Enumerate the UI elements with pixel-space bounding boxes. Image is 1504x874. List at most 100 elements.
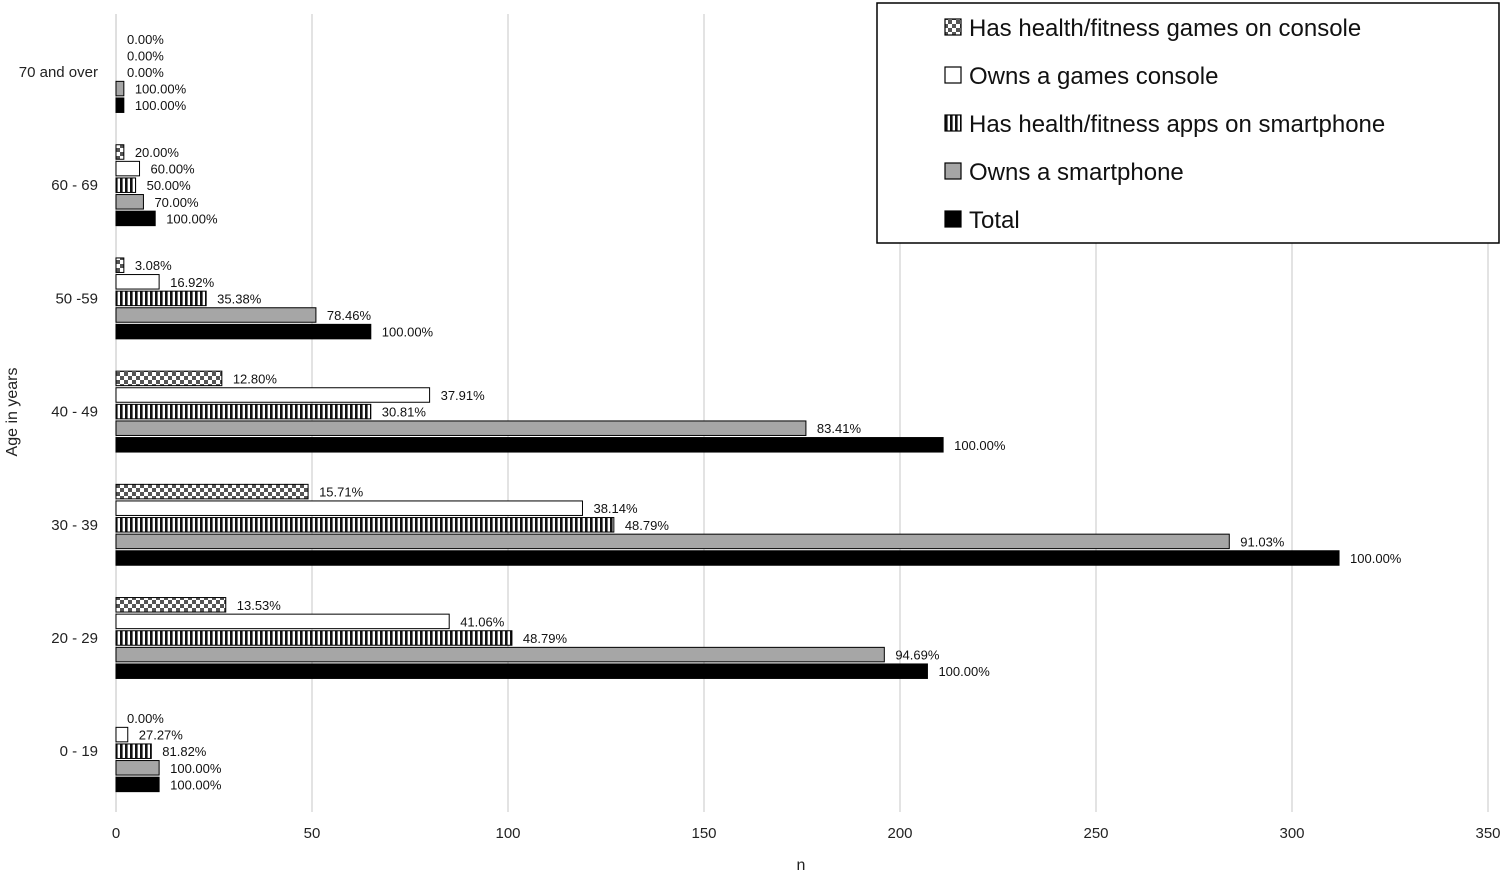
category-labels: 70 and over 60 - 69 50 -59 40 - 49 30 - 39 20… xyxy=(19,64,98,760)
x-tick-label: 350 xyxy=(1475,825,1500,842)
data-label: 94.69% xyxy=(895,648,940,663)
data-label: 78.46% xyxy=(327,308,372,323)
bar xyxy=(115,760,160,776)
legend-entry: Has health/fitness apps on smartphone xyxy=(969,111,1385,138)
bar xyxy=(115,257,125,273)
category-label: 20 - 29 xyxy=(51,630,98,647)
data-label: 12.80% xyxy=(233,371,278,386)
data-labels: 0.00%0.00%0.00%100.00%100.00%20.00%60.00… xyxy=(127,32,1402,793)
data-label: 15.71% xyxy=(319,485,364,500)
category-label: 0 - 19 xyxy=(60,743,98,760)
legend-swatch xyxy=(944,162,962,180)
data-label: 0.00% xyxy=(127,48,164,63)
category-label: 30 - 39 xyxy=(51,517,98,534)
data-label: 35.38% xyxy=(217,291,262,306)
data-label: 100.00% xyxy=(1350,551,1402,566)
data-label: 0.00% xyxy=(127,65,164,80)
data-label: 38.14% xyxy=(593,501,638,516)
x-tick-label: 0 xyxy=(112,825,120,842)
bar xyxy=(115,776,160,793)
bar xyxy=(115,663,928,679)
bar xyxy=(115,160,141,177)
bar xyxy=(115,323,372,340)
bar xyxy=(115,597,227,613)
bar xyxy=(115,420,807,436)
legend-swatch xyxy=(944,114,962,132)
data-label: 91.03% xyxy=(1240,534,1285,549)
legend-swatch xyxy=(944,18,962,36)
data-label: 100.00% xyxy=(166,211,218,226)
data-label: 16.92% xyxy=(170,275,215,290)
bar xyxy=(115,370,223,387)
bar xyxy=(115,437,944,453)
x-tick-label: 150 xyxy=(691,825,716,842)
data-label: 100.00% xyxy=(954,438,1006,453)
x-tick-labels: 0 50 100 150 200 250 300 350 xyxy=(112,825,1501,842)
legend-swatch xyxy=(944,210,962,228)
data-label: 100.00% xyxy=(170,777,222,792)
data-label: 41.06% xyxy=(460,614,505,629)
x-tick-label: 50 xyxy=(304,825,321,842)
x-tick-label: 250 xyxy=(1083,825,1108,842)
legend-entry: Owns a smartphone xyxy=(969,159,1184,186)
data-label: 50.00% xyxy=(147,178,192,193)
data-label: 70.00% xyxy=(154,195,199,210)
bar xyxy=(115,194,144,210)
y-axis-title: Age in years xyxy=(4,368,21,457)
data-label: 48.79% xyxy=(625,518,670,533)
bar xyxy=(115,177,137,193)
data-label: 100.00% xyxy=(135,82,187,97)
bar xyxy=(115,517,615,533)
data-label: 30.81% xyxy=(382,405,427,420)
x-tick-label: 100 xyxy=(495,825,520,842)
bar xyxy=(115,290,207,307)
bar xyxy=(115,646,885,663)
bar xyxy=(115,743,152,759)
category-label: 50 -59 xyxy=(55,290,98,307)
data-label: 20.00% xyxy=(135,145,180,160)
x-tick-label: 300 xyxy=(1279,825,1304,842)
bar xyxy=(115,274,160,290)
category-label: 40 - 49 xyxy=(51,404,98,421)
legend-swatch xyxy=(944,66,962,84)
legend-entry: Total xyxy=(969,207,1020,234)
data-label: 83.41% xyxy=(817,421,862,436)
bar xyxy=(115,387,431,403)
bars xyxy=(115,80,1340,793)
bar xyxy=(115,726,129,743)
x-axis-title: n xyxy=(797,857,806,874)
bar xyxy=(115,533,1230,550)
data-label: 13.53% xyxy=(237,598,282,613)
legend-frame xyxy=(876,2,1500,244)
bar xyxy=(115,97,125,113)
category-label: 70 and over xyxy=(19,64,98,81)
data-label: 0.00% xyxy=(127,711,164,726)
legend: Has health/fitness games on console Owns … xyxy=(876,2,1500,244)
bar xyxy=(115,613,450,630)
data-label: 100.00% xyxy=(382,325,434,340)
bar xyxy=(115,630,513,646)
data-label: 3.08% xyxy=(135,258,172,273)
bar xyxy=(115,80,125,97)
category-label: 60 - 69 xyxy=(51,177,98,194)
data-label: 100.00% xyxy=(135,98,187,113)
data-label: 37.91% xyxy=(441,388,486,403)
bar xyxy=(115,483,309,500)
bar xyxy=(115,500,583,516)
data-label: 60.00% xyxy=(151,162,196,177)
legend-entry: Owns a games console xyxy=(969,63,1218,90)
data-label: 100.00% xyxy=(938,664,990,679)
data-label: 81.82% xyxy=(162,744,207,759)
legend-entry: Has health/fitness games on console xyxy=(969,15,1361,42)
bar xyxy=(115,403,372,420)
bar xyxy=(115,307,317,323)
data-label: 27.27% xyxy=(139,728,184,743)
bar xyxy=(115,144,125,160)
bar xyxy=(115,210,156,227)
x-tick-label: 200 xyxy=(887,825,912,842)
data-label: 48.79% xyxy=(523,631,568,646)
data-label: 100.00% xyxy=(170,761,222,776)
data-label: 0.00% xyxy=(127,32,164,47)
bar xyxy=(115,550,1340,566)
